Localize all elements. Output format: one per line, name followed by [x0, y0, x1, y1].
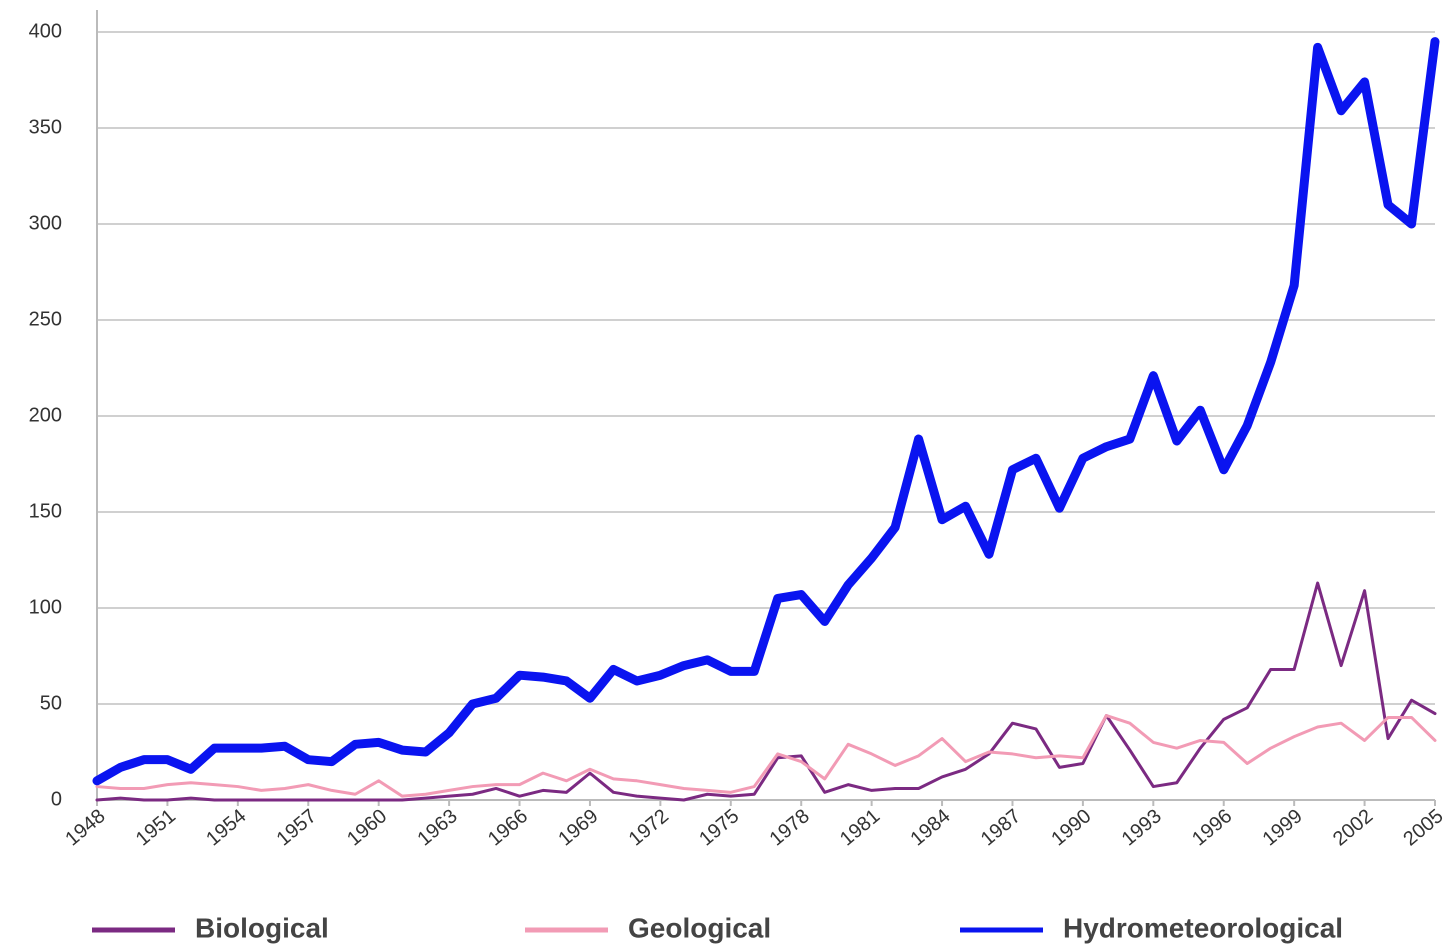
- x-tick-label: 1981: [836, 805, 884, 850]
- x-tick-label: 2005: [1399, 805, 1447, 850]
- x-tick-label: 1954: [202, 805, 250, 850]
- x-tick-label: 1960: [343, 805, 391, 850]
- x-tick-label: 1957: [273, 805, 321, 850]
- legend-label: Biological: [195, 912, 329, 943]
- y-tick-label: 100: [29, 596, 62, 618]
- series-line: [95, 714, 1437, 798]
- x-tick-label: 1984: [906, 805, 954, 850]
- y-tick-label: 400: [29, 20, 62, 42]
- x-tick-label: 1996: [1188, 805, 1236, 850]
- series-line: [95, 581, 1437, 802]
- x-tick-label: 1951: [132, 805, 180, 850]
- x-tick-label: 1999: [1259, 805, 1307, 850]
- y-tick-label: 0: [51, 788, 62, 810]
- series-line: [92, 37, 1440, 786]
- x-tick-label: 1978: [766, 805, 814, 850]
- x-tick-label: 1948: [61, 805, 109, 850]
- x-tick-label: 2002: [1329, 805, 1377, 850]
- x-tick-label: 1963: [413, 805, 461, 850]
- y-tick-label: 200: [29, 404, 62, 426]
- y-tick-label: 50: [40, 692, 62, 714]
- y-tick-label: 350: [29, 116, 62, 138]
- y-tick-label: 300: [29, 212, 62, 234]
- legend-label: Hydrometeorological: [1063, 912, 1343, 943]
- x-tick-label: 1969: [554, 805, 602, 850]
- x-tick-label: 1966: [484, 805, 532, 850]
- y-tick-label: 250: [29, 308, 62, 330]
- x-tick-label: 1990: [1047, 805, 1095, 850]
- x-tick-label: 1987: [977, 805, 1025, 850]
- y-tick-label: 150: [29, 500, 62, 522]
- x-tick-label: 1975: [695, 805, 743, 850]
- x-tick-label: 1972: [625, 805, 673, 850]
- legend-label: Geological: [628, 912, 771, 943]
- x-tick-label: 1993: [1118, 805, 1166, 850]
